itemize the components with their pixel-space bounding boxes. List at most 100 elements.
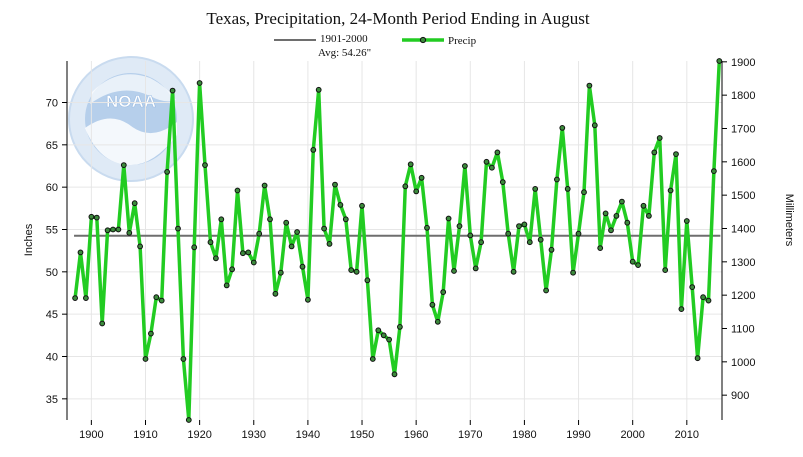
precip-data-point <box>543 287 549 294</box>
precip-data-point <box>234 187 241 194</box>
precip-data-point <box>283 219 290 226</box>
precip-data-point <box>510 268 517 275</box>
precip-data-point <box>462 163 468 169</box>
precip-data-point <box>429 301 436 308</box>
precip-data-point <box>326 241 333 247</box>
precip-data-point <box>218 216 225 223</box>
precip-data-point <box>88 213 95 220</box>
precip-data-point <box>261 182 268 189</box>
precip-data-point <box>131 200 138 207</box>
precip-data-point <box>689 284 696 291</box>
x-tick-label: 1970 <box>458 429 482 441</box>
precip-data-point <box>369 356 376 362</box>
precip-data-point <box>72 295 78 302</box>
precip-data-point <box>213 255 219 262</box>
x-tick-label: 1950 <box>350 429 374 441</box>
precip-data-point <box>185 417 192 423</box>
y-axis-title-inches: Inches <box>23 223 35 256</box>
x-tick-label: 1990 <box>566 429 590 441</box>
precip-data-point <box>711 168 717 175</box>
precip-data-point <box>310 147 317 153</box>
legend-average-sublabel: Avg: 54.26" <box>318 47 371 59</box>
legend-precip-marker <box>419 36 427 44</box>
y-tick-label: 50 <box>46 267 58 279</box>
precip-data-point <box>272 290 279 297</box>
precip-data-point <box>83 295 89 302</box>
precip-data-point <box>267 216 273 223</box>
precip-data-point <box>175 225 181 232</box>
legend-precip-label: Precip <box>448 35 477 47</box>
precip-data-point <box>489 164 495 171</box>
precip-data-point <box>570 269 576 276</box>
y2-tick-label: 1700 <box>731 123 755 135</box>
precip-data-point <box>521 221 528 228</box>
precip-data-points <box>72 58 723 423</box>
x-tick-label: 1920 <box>187 429 211 441</box>
precip-data-point <box>694 355 701 362</box>
precip-data-point <box>472 265 479 272</box>
precip-data-point <box>196 80 203 86</box>
precip-data-point <box>115 226 122 233</box>
y2-tick-label: 900 <box>731 390 749 402</box>
precip-data-point <box>364 277 371 284</box>
precip-data-point <box>667 187 674 194</box>
precip-data-point <box>445 215 452 222</box>
precip-data-point <box>602 210 609 217</box>
precip-data-point <box>451 268 457 274</box>
precip-data-point <box>705 297 712 304</box>
y2-tick-label: 1300 <box>731 257 755 269</box>
y-tick-label: 70 <box>46 97 58 109</box>
x-tick-label: 1900 <box>79 429 103 441</box>
precip-data-point <box>93 214 100 221</box>
precip-data-point <box>656 135 663 141</box>
precip-data-point <box>348 267 355 274</box>
precip-data-point <box>245 249 252 256</box>
precip-data-point <box>104 227 111 234</box>
precip-data-point <box>646 213 652 219</box>
precip-data-point <box>505 230 512 237</box>
precip-data-point <box>683 218 690 224</box>
precip-data-point <box>169 87 176 94</box>
precip-data-point <box>467 232 474 239</box>
precip-series-line <box>73 60 722 422</box>
precip-data-point <box>608 227 614 234</box>
precip-data-point <box>137 243 144 250</box>
precip-data-point <box>277 269 284 276</box>
precip-data-point <box>591 122 598 129</box>
x-tick-label: 2010 <box>675 429 699 441</box>
precip-data-point <box>110 226 116 233</box>
x-tick-label: 1910 <box>133 429 157 441</box>
precip-data-point <box>202 162 208 169</box>
y2-tick-label: 1100 <box>731 323 755 335</box>
y-tick-label: 35 <box>46 394 58 406</box>
precip-data-point <box>321 225 328 232</box>
x-tick-label: 2000 <box>620 429 644 441</box>
y-tick-label: 60 <box>46 182 58 194</box>
precip-data-point <box>586 82 593 89</box>
precip-data-point <box>629 258 636 265</box>
precip-data-point <box>548 246 555 253</box>
precip-data-point <box>532 186 539 192</box>
noaa-logo-text: NOAA <box>106 92 156 111</box>
precip-data-point <box>440 289 447 296</box>
precip-data-point <box>386 336 393 343</box>
y-axis-title-millimeters: Millimeters <box>783 194 795 247</box>
precip-data-point <box>99 320 106 327</box>
precip-data-point <box>164 169 171 175</box>
precip-data-point <box>564 186 571 192</box>
precip-data-point <box>575 230 582 237</box>
precip-data-point <box>337 202 344 208</box>
precip-data-point <box>299 263 306 270</box>
precip-data-point <box>456 223 463 230</box>
precip-data-point <box>402 183 409 190</box>
precip-data-point <box>180 356 187 362</box>
noaa-logo-watermark: NOAA <box>68 56 194 182</box>
precip-data-point <box>353 268 360 275</box>
precip-data-point <box>407 161 414 168</box>
y2-tick-label: 1000 <box>731 357 755 369</box>
y-tick-label: 45 <box>46 309 58 321</box>
precip-data-point <box>499 179 506 186</box>
x-tick-label: 1930 <box>242 429 266 441</box>
x-tick-label: 1980 <box>512 429 536 441</box>
y2-tick-label: 1600 <box>731 157 755 169</box>
